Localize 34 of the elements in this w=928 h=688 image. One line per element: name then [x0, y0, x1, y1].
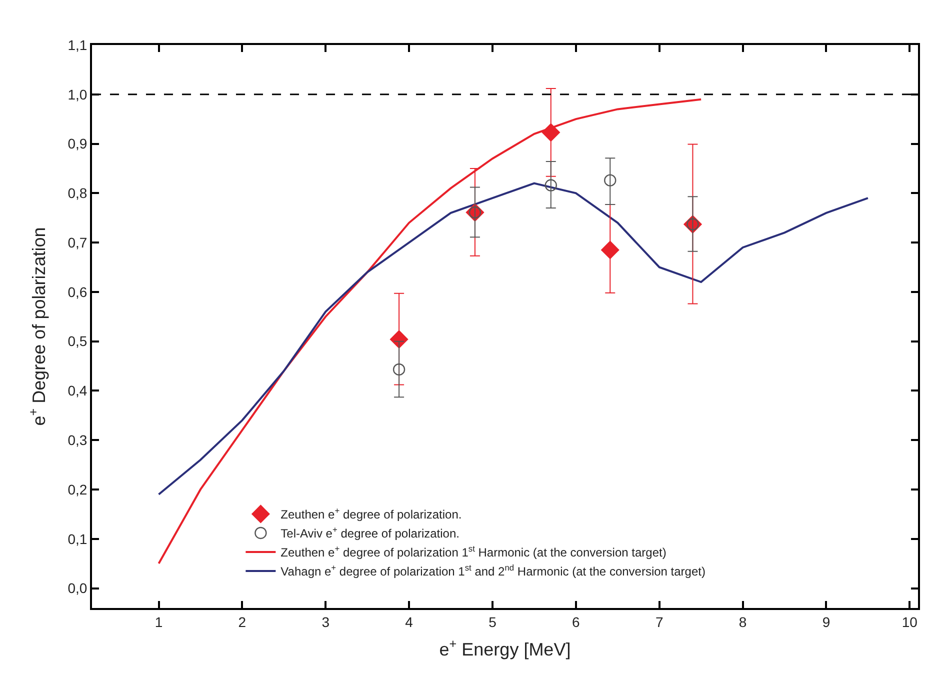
y-tick-label: 1,1 [68, 36, 88, 53]
x-tick-label: 5 [488, 614, 497, 630]
legend-label: Zeuthen e$^{+}$ degree of polarization. [280, 506, 462, 522]
x-tick-label: 7 [655, 614, 664, 630]
y-tick-label: 0,4 [68, 382, 88, 399]
point [542, 123, 560, 142]
point [544, 179, 557, 192]
y-tick-label: 0,0 [68, 580, 88, 596]
y-tick-label: 0,5 [68, 333, 88, 350]
legend-label: Zeuthen e$^{+}$ degree of polarization 1$^{st}$ Harmonic (at the conversion target) [280, 544, 666, 560]
y-tick-label: 0,9 [68, 136, 88, 152]
point [601, 240, 620, 259]
y-tick-label: 0,6 [68, 284, 88, 300]
point [604, 174, 616, 186]
x-tick-label: 3 [322, 614, 330, 630]
line-series [158, 98, 702, 565]
x-tick-label: 9 [822, 614, 830, 630]
x-tick-label: 4 [405, 614, 414, 630]
legend-label: Tel-Aviv e$^{+}$ degree of polarization. [280, 524, 460, 541]
y-tick-label: 0,7 [68, 234, 88, 250]
x-axis-title: e$^{+}$ Energy [MeV] [439, 636, 571, 660]
y-tick-label: 1,0 [68, 86, 88, 102]
x-tick-label: 2 [238, 614, 246, 630]
x-tick-label: 8 [738, 614, 747, 630]
x-tick-label: 1 [154, 614, 163, 630]
y-tick-label: 0,8 [68, 185, 88, 202]
x-tick-label: 10 [902, 614, 918, 630]
y-tick-label: 0,2 [68, 481, 88, 498]
y-tick-label: 0,1 [68, 530, 88, 547]
point [392, 363, 406, 376]
x-tick-label: 6 [572, 614, 580, 630]
y-tick-label: 0,3 [68, 432, 88, 448]
line-series [158, 182, 869, 496]
legend-label: Vahagn e$^{+}$ degree of polarization 1$^{st}$ and 2$^{nd}$ Harmonic (at the conversion target) [280, 562, 706, 579]
